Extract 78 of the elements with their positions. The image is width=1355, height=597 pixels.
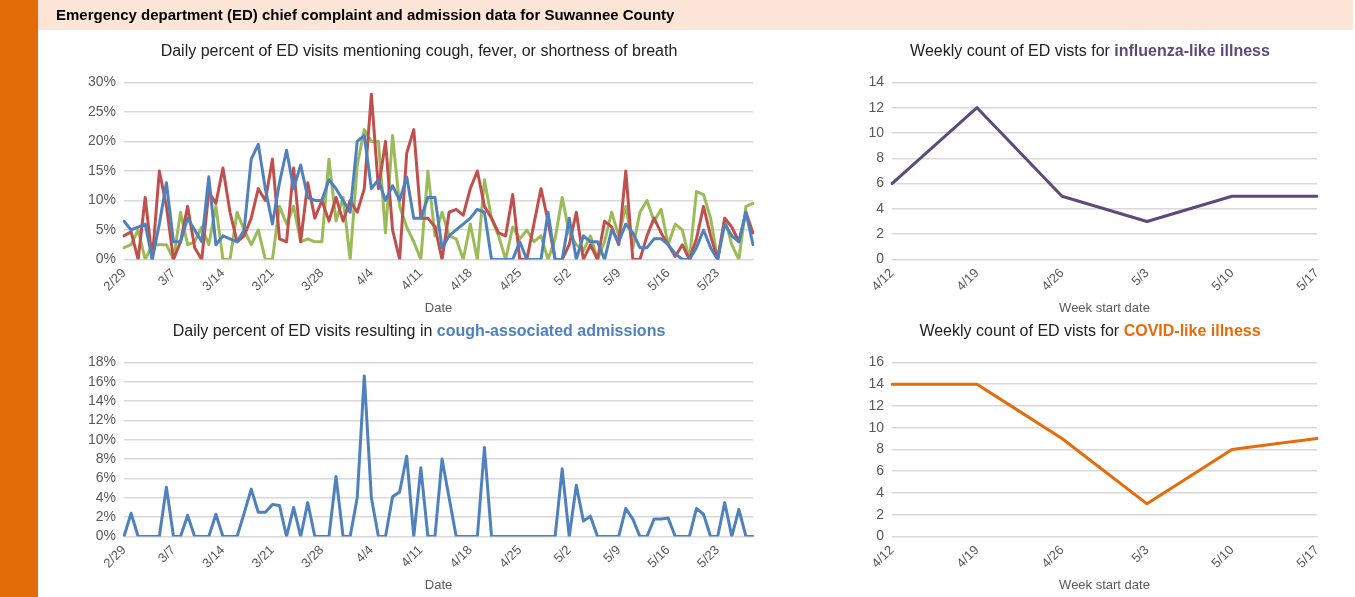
x-tick-label: 4/18 xyxy=(446,265,475,294)
x-tick-label: 4/19 xyxy=(953,265,982,294)
x-tick-label: 4/11 xyxy=(397,265,426,293)
text: influenza-like illness xyxy=(1114,42,1270,59)
x-tick-label: 5/2 xyxy=(550,265,574,289)
text: COVID-like illness xyxy=(1123,322,1261,339)
x-tick-label: 2/29 xyxy=(100,542,129,571)
y-tick-label: 2 xyxy=(876,505,885,522)
y-tick-label: 6% xyxy=(95,469,116,486)
y-tick-label: 15% xyxy=(87,161,116,178)
x-tick-label: 3/14 xyxy=(199,265,228,294)
y-tick-label: 8 xyxy=(876,149,885,166)
chart-title: Weekly count of ED vists for xyxy=(910,42,1110,59)
y-tick-label: 12% xyxy=(87,411,116,428)
y-tick-label: 16% xyxy=(87,372,116,389)
x-tick-label: 5/10 xyxy=(1208,542,1237,571)
y-tick-label: 10% xyxy=(87,430,116,447)
x-tick-label: 3/21 xyxy=(248,542,278,571)
x-tick-label: 4/25 xyxy=(495,542,525,571)
y-tick-label: 10 xyxy=(868,123,885,140)
y-tick-label: 4 xyxy=(876,199,885,216)
y-tick-label: 4 xyxy=(876,483,885,500)
y-tick-label: 8 xyxy=(876,440,885,457)
x-tick-label: 3/28 xyxy=(298,542,327,571)
y-tick-label: 8% xyxy=(95,449,116,466)
y-tick-label: 16 xyxy=(868,353,885,370)
x-tick-label: 4/12 xyxy=(868,265,897,294)
x-axis-title: Week start date xyxy=(1059,576,1150,592)
x-tick-label: 4/25 xyxy=(495,265,525,294)
y-tick-label: 25% xyxy=(87,102,116,119)
x-tick-label: 5/3 xyxy=(1128,265,1152,289)
x-axis-title: Week start date xyxy=(1059,299,1150,315)
x-tick-label: 3/7 xyxy=(154,542,179,566)
x-tick-label: 4/26 xyxy=(1038,542,1067,571)
y-tick-label: 0% xyxy=(95,250,116,267)
y-tick-label: 14% xyxy=(87,391,116,408)
y-tick-label: 30% xyxy=(87,73,116,90)
chart-subtitle: Daily percent of ED visits mentioning cough, fever, or shortness of breath xyxy=(159,42,679,60)
x-tick-label: 5/2 xyxy=(550,542,574,566)
chart-title: Weekly count of ED vists for xyxy=(919,322,1120,339)
x-tick-label: 4/19 xyxy=(953,542,982,571)
x-tick-label: 5/9 xyxy=(599,542,624,566)
x-axis-title: Date xyxy=(424,299,453,315)
y-tick-label: 14 xyxy=(868,73,885,90)
x-tick-label: 4/12 xyxy=(868,542,897,571)
y-tick-label: 12 xyxy=(868,98,885,115)
y-tick-label: 4% xyxy=(95,488,116,505)
x-tick-label: 4/26 xyxy=(1038,265,1067,294)
x-tick-label: 3/21 xyxy=(248,265,278,294)
x-tick-label: 5/9 xyxy=(599,265,624,289)
x-axis-title: Date xyxy=(424,576,453,592)
x-tick-label: 4/11 xyxy=(397,542,426,570)
x-tick-label: 2/29 xyxy=(100,265,129,294)
y-tick-label: 10 xyxy=(868,418,885,435)
y-tick-label: 12 xyxy=(868,396,885,413)
x-tick-label: 3/28 xyxy=(298,265,327,294)
chart-title: Emergency department (ED) chief complaint and admission data for Suwannee County xyxy=(38,0,1353,30)
y-tick-label: 0 xyxy=(876,527,885,544)
y-tick-label: 14 xyxy=(868,375,885,392)
x-tick-label: 4/4 xyxy=(352,542,377,566)
y-tick-label: 2% xyxy=(95,508,116,524)
y-tick-label: 0% xyxy=(95,527,116,544)
y-tick-label: 6 xyxy=(876,462,885,479)
y-tick-label: 20% xyxy=(87,132,116,149)
y-tick-label: 6 xyxy=(876,174,885,191)
y-tick-label: 2 xyxy=(876,225,885,242)
y-tick-label: 5% xyxy=(95,220,116,237)
x-tick-label: 3/7 xyxy=(154,265,179,289)
y-tick-label: 10% xyxy=(87,191,116,208)
x-tick-label: 4/4 xyxy=(352,265,377,289)
y-tick-label: 18% xyxy=(87,353,116,370)
y-tick-label: 0 xyxy=(876,250,885,267)
chart-title: Daily percent of ED visits resulting in xyxy=(172,322,433,339)
text: cough-associated admissions xyxy=(436,322,666,339)
x-tick-label: 3/14 xyxy=(199,542,228,571)
x-tick-label: 5/10 xyxy=(1208,265,1237,294)
x-tick-label: 5/3 xyxy=(1128,542,1152,566)
x-tick-label: 4/18 xyxy=(446,542,475,571)
